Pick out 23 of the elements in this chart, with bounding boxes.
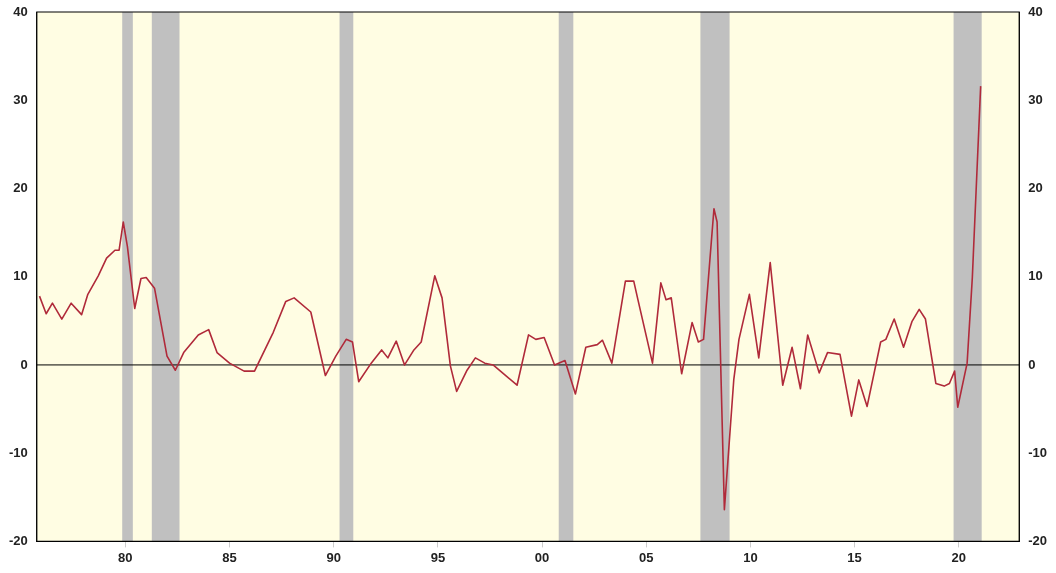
y2-tick-label: 10	[1028, 268, 1043, 284]
y2-tick-label: -20	[1028, 532, 1048, 548]
y2-tick-label: 40	[1028, 3, 1043, 19]
y-tick-label: 20	[13, 180, 28, 196]
x-tick-label: 05	[639, 549, 654, 565]
x-tick-label: 10	[743, 549, 758, 565]
y-tick-label: 30	[13, 91, 28, 107]
x-tick-label: 80	[118, 549, 133, 565]
y-tick-label: 0	[20, 356, 28, 372]
x-tick-label: 95	[430, 549, 446, 565]
y2-tick-label: 0	[1028, 356, 1036, 372]
y2-tick-label: -10	[1028, 444, 1048, 460]
x-tick-label: 00	[534, 549, 550, 565]
y-tick-label: -10	[8, 444, 28, 460]
y2-tick-label: 20	[1028, 180, 1043, 196]
y-tick-label: 40	[13, 3, 28, 19]
x-tick-label: 85	[222, 549, 237, 565]
y-tick-label: -20	[8, 532, 28, 548]
x-tick-label: 20	[951, 549, 967, 565]
x-tick-label: 15	[847, 549, 862, 565]
x-tick-label: 90	[326, 549, 341, 565]
y-tick-label: 10	[13, 268, 28, 284]
y2-tick-label: 30	[1028, 91, 1043, 107]
